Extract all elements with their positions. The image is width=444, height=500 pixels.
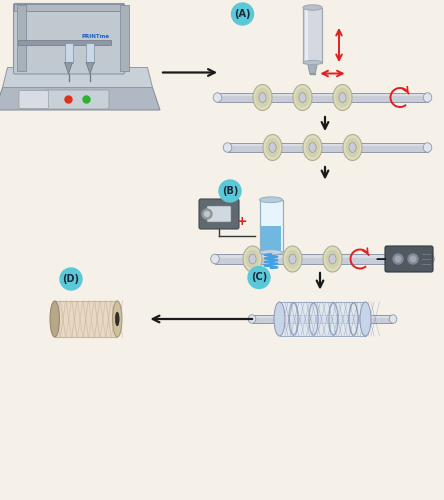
FancyBboxPatch shape bbox=[199, 199, 239, 229]
Ellipse shape bbox=[299, 92, 306, 102]
FancyBboxPatch shape bbox=[19, 90, 48, 108]
Text: −: − bbox=[375, 252, 387, 266]
Text: (B): (B) bbox=[222, 186, 238, 196]
Circle shape bbox=[65, 96, 72, 103]
Ellipse shape bbox=[246, 249, 260, 269]
Text: (C): (C) bbox=[251, 272, 267, 282]
Ellipse shape bbox=[259, 197, 282, 202]
Circle shape bbox=[408, 254, 418, 264]
Bar bbox=[227, 144, 428, 146]
Circle shape bbox=[60, 268, 82, 290]
Ellipse shape bbox=[113, 301, 122, 337]
Bar bbox=[13, 4, 124, 11]
Bar bbox=[261, 226, 281, 250]
Polygon shape bbox=[308, 62, 317, 74]
Bar bbox=[280, 302, 365, 336]
Bar bbox=[86, 44, 94, 62]
Ellipse shape bbox=[389, 315, 397, 324]
Circle shape bbox=[202, 209, 212, 219]
Bar bbox=[218, 94, 428, 96]
Ellipse shape bbox=[333, 84, 352, 110]
Bar bbox=[55, 301, 117, 337]
FancyBboxPatch shape bbox=[46, 90, 109, 109]
Bar bbox=[305, 8, 309, 62]
Ellipse shape bbox=[303, 134, 322, 160]
Ellipse shape bbox=[266, 138, 280, 157]
Circle shape bbox=[231, 3, 254, 25]
Circle shape bbox=[83, 96, 90, 103]
Ellipse shape bbox=[285, 249, 300, 269]
Bar bbox=[16, 6, 25, 71]
Bar bbox=[215, 254, 430, 264]
Circle shape bbox=[395, 256, 401, 262]
Bar bbox=[259, 200, 282, 252]
Ellipse shape bbox=[343, 134, 362, 160]
Ellipse shape bbox=[323, 246, 342, 272]
Bar bbox=[64, 44, 72, 62]
Ellipse shape bbox=[253, 84, 272, 110]
Text: +: + bbox=[236, 215, 247, 228]
Ellipse shape bbox=[243, 246, 262, 272]
Ellipse shape bbox=[274, 302, 285, 336]
Ellipse shape bbox=[360, 302, 371, 336]
FancyBboxPatch shape bbox=[385, 246, 433, 272]
Ellipse shape bbox=[248, 315, 256, 324]
Ellipse shape bbox=[213, 92, 222, 102]
Circle shape bbox=[219, 180, 241, 202]
Ellipse shape bbox=[283, 246, 302, 272]
FancyBboxPatch shape bbox=[207, 206, 231, 222]
Polygon shape bbox=[0, 88, 160, 110]
Ellipse shape bbox=[329, 254, 336, 264]
Text: (D): (D) bbox=[63, 274, 79, 284]
Bar bbox=[120, 6, 129, 71]
Ellipse shape bbox=[349, 142, 356, 152]
Bar bbox=[17, 40, 111, 45]
Ellipse shape bbox=[335, 88, 349, 107]
Polygon shape bbox=[3, 68, 152, 87]
Ellipse shape bbox=[50, 301, 59, 337]
Ellipse shape bbox=[289, 254, 296, 264]
Ellipse shape bbox=[295, 88, 309, 107]
Ellipse shape bbox=[423, 143, 432, 152]
Ellipse shape bbox=[345, 138, 360, 157]
Ellipse shape bbox=[259, 250, 282, 255]
Ellipse shape bbox=[339, 92, 346, 102]
Ellipse shape bbox=[259, 92, 266, 102]
Ellipse shape bbox=[305, 138, 320, 157]
Circle shape bbox=[393, 254, 403, 264]
Polygon shape bbox=[64, 62, 72, 74]
Ellipse shape bbox=[269, 142, 276, 152]
Ellipse shape bbox=[293, 84, 312, 110]
Circle shape bbox=[248, 266, 270, 288]
Bar bbox=[215, 255, 430, 258]
Circle shape bbox=[410, 256, 416, 262]
Ellipse shape bbox=[255, 88, 270, 107]
Ellipse shape bbox=[249, 254, 256, 264]
FancyBboxPatch shape bbox=[13, 4, 124, 74]
Ellipse shape bbox=[303, 5, 322, 10]
Ellipse shape bbox=[115, 312, 119, 326]
Ellipse shape bbox=[309, 142, 316, 152]
Ellipse shape bbox=[303, 60, 322, 64]
Bar bbox=[252, 316, 393, 318]
Ellipse shape bbox=[211, 254, 219, 264]
Bar bbox=[303, 8, 322, 62]
Circle shape bbox=[205, 212, 210, 216]
Ellipse shape bbox=[423, 92, 432, 102]
Polygon shape bbox=[86, 62, 94, 74]
Ellipse shape bbox=[426, 254, 434, 264]
Text: PRINTme: PRINTme bbox=[81, 34, 109, 38]
Ellipse shape bbox=[223, 143, 232, 152]
Ellipse shape bbox=[263, 134, 282, 160]
Bar bbox=[218, 92, 428, 102]
Text: (A): (A) bbox=[234, 9, 251, 19]
Ellipse shape bbox=[325, 249, 340, 269]
Bar bbox=[252, 315, 393, 324]
Bar bbox=[227, 143, 428, 152]
Polygon shape bbox=[267, 252, 275, 262]
